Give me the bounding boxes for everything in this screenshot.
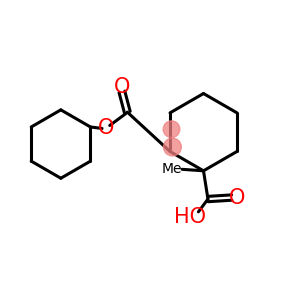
Text: Me: Me <box>162 162 182 176</box>
Text: O: O <box>98 118 114 139</box>
Circle shape <box>163 121 180 137</box>
Text: HO: HO <box>174 207 206 227</box>
Text: O: O <box>229 188 245 208</box>
Text: O: O <box>114 77 130 97</box>
Circle shape <box>164 138 181 156</box>
